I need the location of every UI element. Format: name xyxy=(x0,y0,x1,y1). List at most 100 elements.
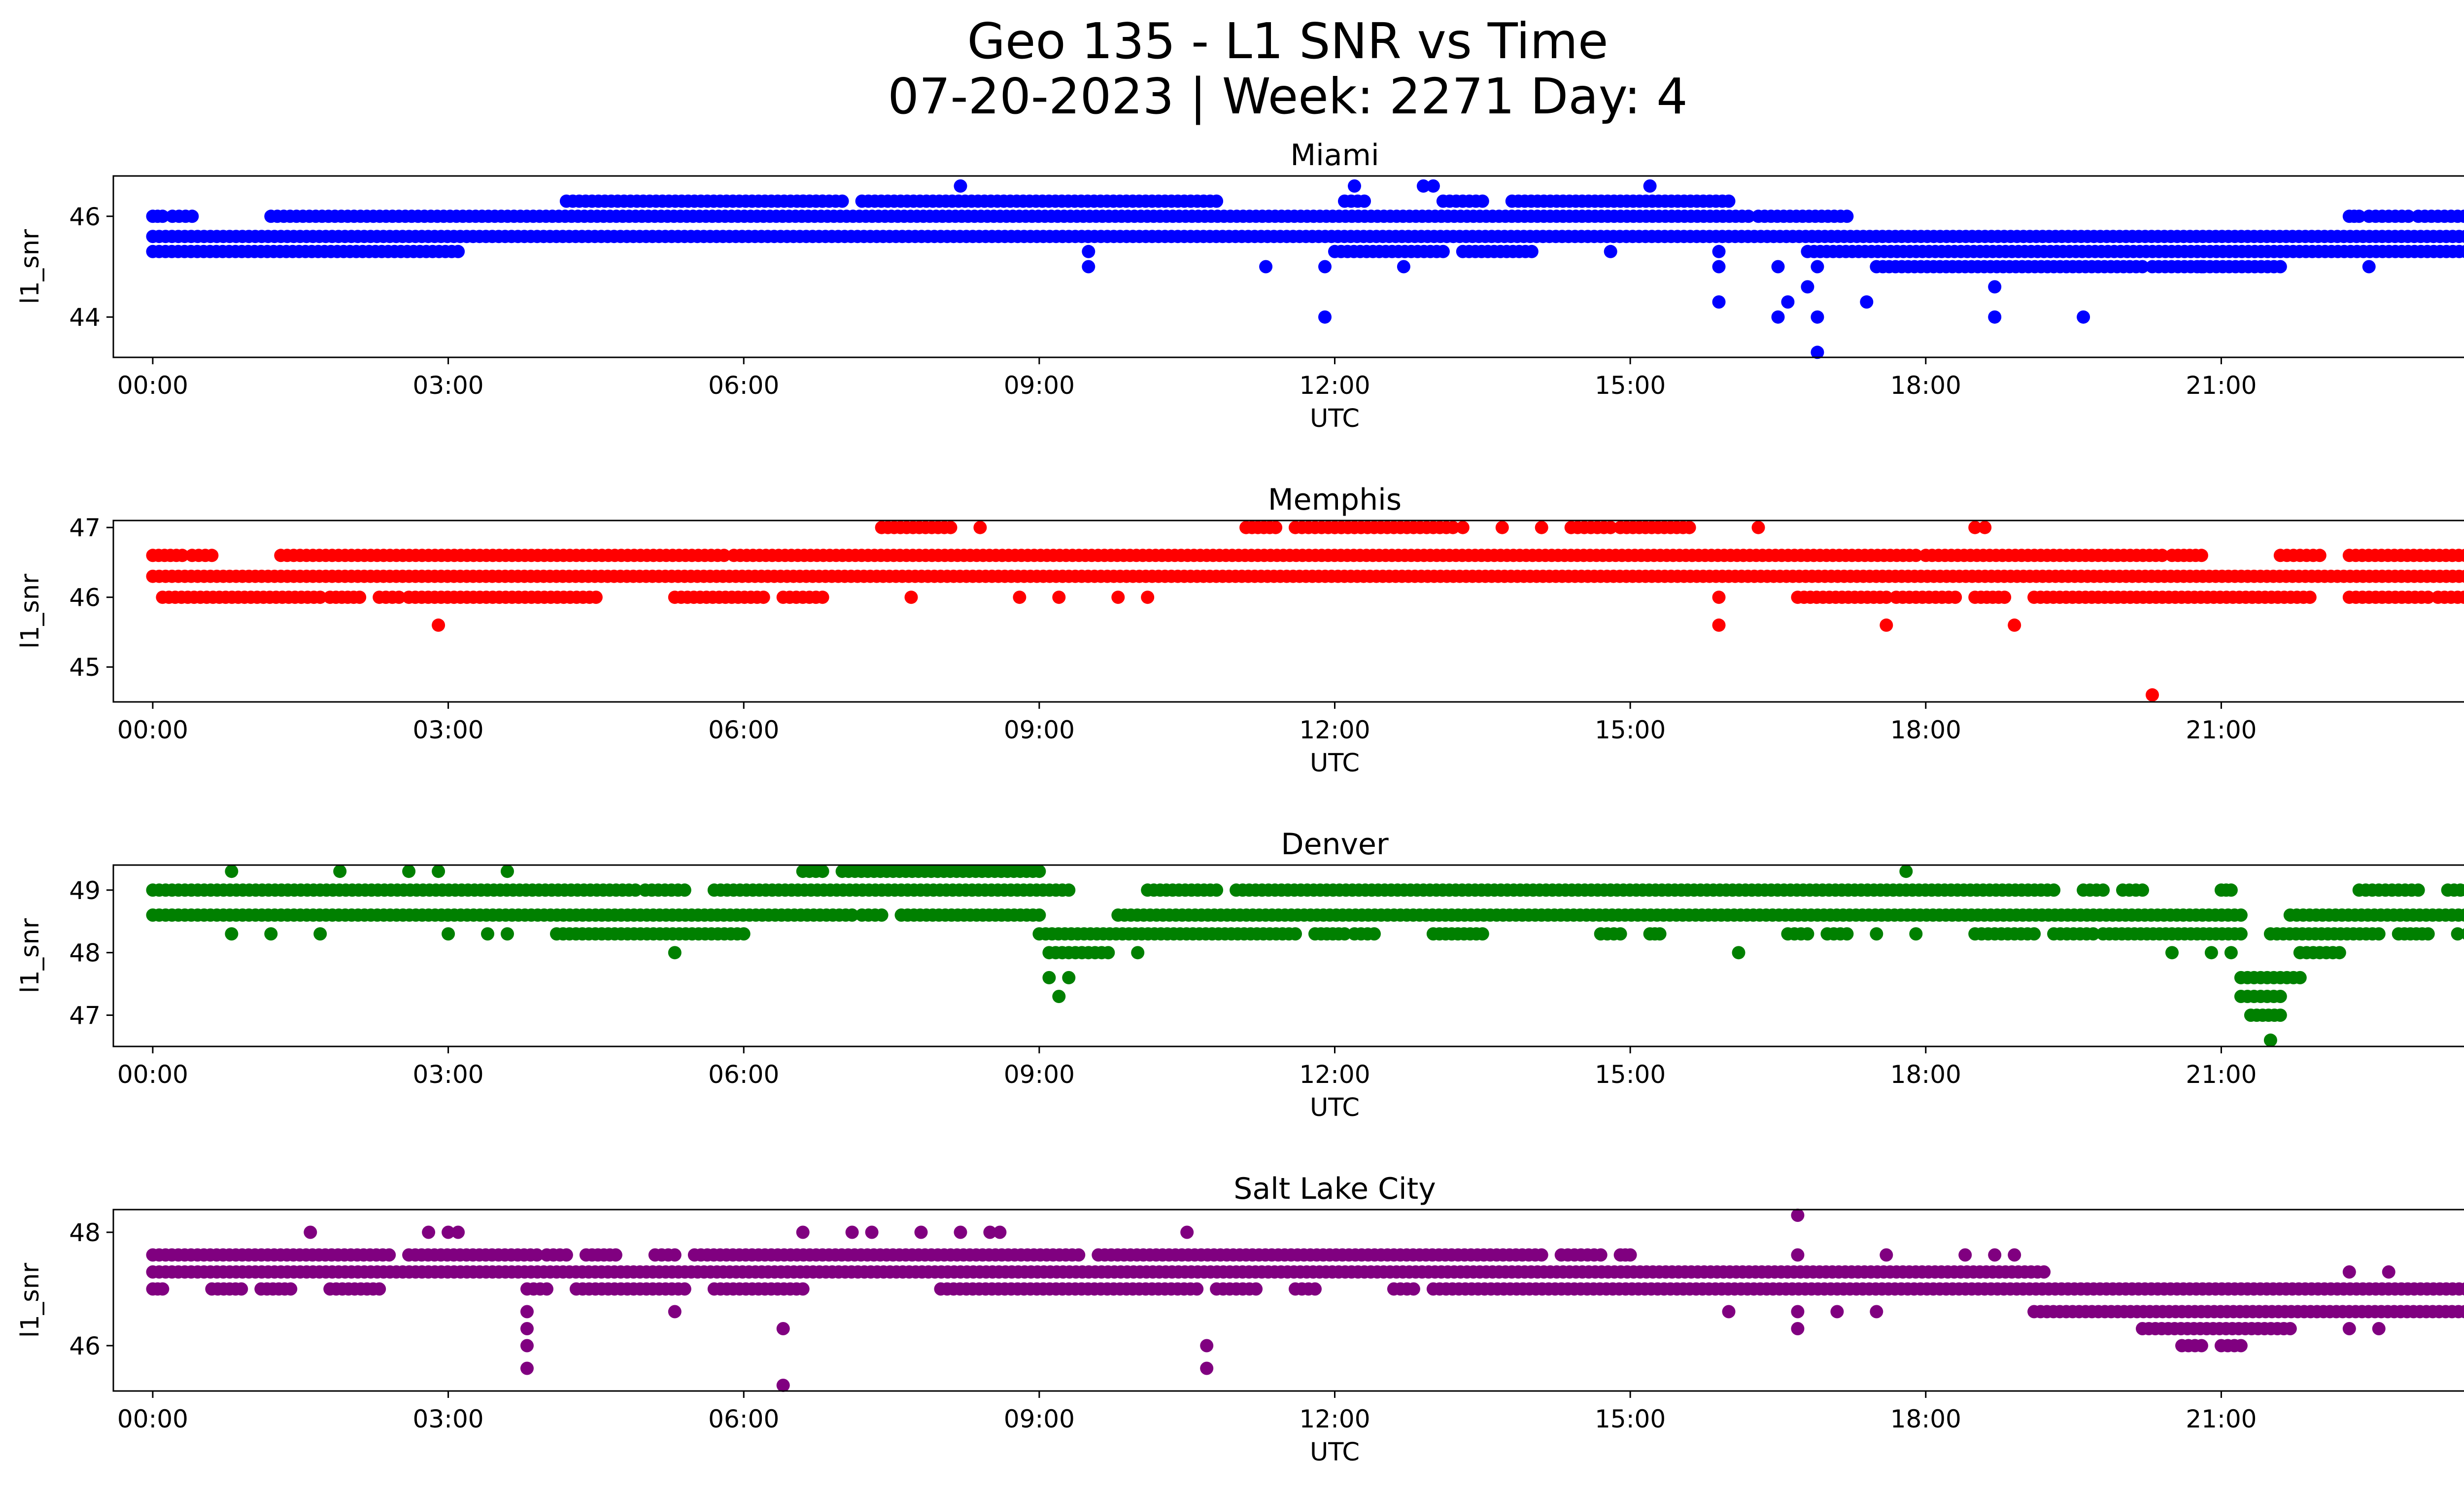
data-point xyxy=(1870,927,1883,941)
data-point xyxy=(1712,244,1726,258)
x-tick-label: 09:00 xyxy=(1004,1405,1075,1433)
data-point xyxy=(1613,927,1627,941)
data-point xyxy=(2459,230,2464,243)
data-point xyxy=(2459,570,2464,583)
data-point xyxy=(2047,883,2061,897)
y-tick-label: 48 xyxy=(69,1218,101,1247)
data-point xyxy=(678,883,691,897)
data-point xyxy=(2458,908,2464,922)
data-point xyxy=(1289,927,1302,941)
data-point xyxy=(914,1225,928,1239)
data-point xyxy=(2342,1265,2356,1279)
data-point xyxy=(1535,1248,1548,1262)
data-point xyxy=(2457,209,2464,223)
data-point xyxy=(904,591,918,604)
data-point xyxy=(1416,179,1430,193)
subplot-denver: Denver 00:00 03:00 06:00 09:00 12:00 15:00 18:0… xyxy=(16,827,2464,1122)
x-tick-label: 09:00 xyxy=(1004,1060,1075,1089)
data-point xyxy=(875,908,889,922)
data-point xyxy=(2382,1265,2396,1279)
data-point xyxy=(1525,244,1539,258)
data-point xyxy=(1712,260,1726,274)
y-tick-label: 46 xyxy=(69,584,101,612)
data-point xyxy=(225,865,239,878)
data-point xyxy=(1840,209,1854,223)
data-point xyxy=(737,927,751,941)
data-point xyxy=(2459,1282,2464,1296)
y-axis-label: l1_snr xyxy=(16,229,45,304)
data-point xyxy=(402,865,416,878)
axes-frame xyxy=(112,520,2464,703)
data-point xyxy=(175,549,189,562)
data-point xyxy=(1318,310,1332,324)
y-tick-label: 46 xyxy=(69,203,101,231)
data-point xyxy=(559,1248,573,1262)
axes-frame xyxy=(112,1209,2464,1392)
data-point xyxy=(422,1225,436,1239)
subplot-title: Memphis xyxy=(1268,483,1402,517)
x-axis-label: UTC xyxy=(1310,1093,1360,1122)
data-point xyxy=(2283,1322,2297,1335)
x-tick-label: 03:00 xyxy=(413,716,484,744)
x-tick-label: 18:00 xyxy=(1890,371,1961,400)
subplot-title: Salt Lake City xyxy=(1233,1172,1436,1206)
data-point xyxy=(2421,927,2435,941)
data-point xyxy=(442,1225,455,1239)
data-point xyxy=(2273,1008,2287,1022)
x-tick-label: 15:00 xyxy=(1595,716,1666,744)
data-point xyxy=(2458,1305,2464,1319)
data-point xyxy=(520,1305,534,1319)
data-point xyxy=(1604,521,1617,534)
x-tick-label: 12:00 xyxy=(1299,1405,1370,1433)
data-point xyxy=(816,865,829,878)
data-point xyxy=(1269,521,1283,534)
data-point xyxy=(1643,179,1657,193)
data-point xyxy=(2146,688,2159,702)
data-point xyxy=(1032,908,1046,922)
data-point xyxy=(2037,1265,2051,1279)
x-tick-label: 12:00 xyxy=(1299,371,1370,400)
data-point xyxy=(756,591,770,604)
x-tick-label: 06:00 xyxy=(708,371,779,400)
data-point xyxy=(2008,618,2021,632)
data-point xyxy=(2194,260,2208,274)
data-point xyxy=(1949,591,1962,604)
data-point xyxy=(1082,244,1095,258)
data-point xyxy=(1210,883,1224,897)
data-point xyxy=(609,1248,622,1262)
data-point xyxy=(1249,1282,1263,1296)
data-point xyxy=(1535,521,1548,534)
data-point xyxy=(1880,1248,1893,1262)
data-point xyxy=(1131,946,1145,960)
data-point xyxy=(1259,260,1273,274)
data-point xyxy=(717,549,731,562)
x-tick-label: 00:00 xyxy=(117,1060,188,1089)
data-point xyxy=(1712,591,1726,604)
x-axis-label: UTC xyxy=(1310,1438,1360,1467)
data-point xyxy=(1141,591,1155,604)
data-point xyxy=(1840,927,1854,941)
data-point xyxy=(668,946,682,960)
y-tick-label: 45 xyxy=(69,653,101,682)
data-point xyxy=(156,209,170,223)
subplot-memphis: Memphis 00:00 03:00 06:00 09:00 12:00 15:00 18:… xyxy=(16,483,2464,778)
x-tick-label: 15:00 xyxy=(1595,1405,1666,1433)
data-point xyxy=(1013,591,1027,604)
data-point xyxy=(2087,927,2100,941)
data-point xyxy=(1475,927,1489,941)
data-point xyxy=(1446,521,1460,534)
data-point xyxy=(2234,908,2248,922)
x-tick-label: 21:00 xyxy=(2186,371,2257,400)
data-point xyxy=(2273,260,2287,274)
x-tick-label: 21:00 xyxy=(2186,1060,2257,1089)
data-point xyxy=(304,1225,317,1239)
data-point xyxy=(2401,209,2415,223)
data-point xyxy=(2224,946,2238,960)
subplot-title: Miami xyxy=(1290,138,1379,173)
y-tick-label: 47 xyxy=(69,1002,101,1030)
data-point xyxy=(353,591,367,604)
data-point xyxy=(313,591,327,604)
x-axis-label: UTC xyxy=(1310,749,1360,778)
data-point xyxy=(2136,883,2149,897)
